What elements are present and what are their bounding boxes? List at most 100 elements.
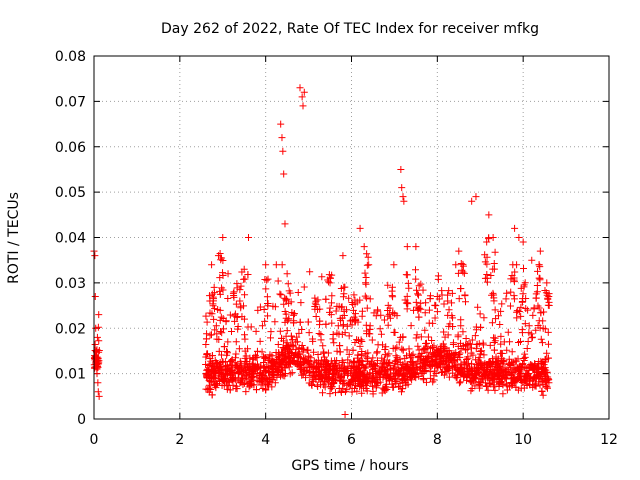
data-point-marker: [380, 316, 388, 324]
data-point-marker: [486, 341, 494, 349]
data-point-marker: [386, 358, 394, 366]
data-point-marker: [371, 365, 379, 373]
data-point-marker: [369, 382, 377, 390]
x-tick-label: 10: [514, 432, 532, 448]
data-point-marker: [216, 366, 224, 374]
data-point-marker: [535, 274, 543, 282]
y-tick-label: 0.06: [55, 140, 86, 156]
data-point-marker: [399, 346, 407, 354]
data-point-marker: [516, 376, 524, 384]
data-point-marker: [274, 277, 282, 285]
data-point-marker: [398, 345, 406, 353]
data-point-marker: [441, 344, 449, 352]
data-point-marker: [321, 377, 329, 385]
data-point-marker: [544, 384, 552, 392]
data-point-marker: [475, 354, 483, 362]
x-tick-label: 6: [347, 432, 356, 448]
data-point-marker: [283, 270, 291, 278]
data-point-marker: [374, 341, 382, 349]
data-point-marker: [309, 335, 317, 343]
data-point-marker: [414, 305, 422, 313]
data-point-marker: [315, 360, 323, 368]
data-point-marker: [425, 319, 433, 327]
data-point-marker: [465, 340, 473, 348]
data-point-marker: [337, 374, 345, 382]
data-point-marker: [272, 261, 280, 269]
data-point-marker: [419, 286, 427, 294]
data-point-marker: [348, 388, 356, 396]
data-point-marker: [255, 378, 263, 386]
data-point-marker: [232, 300, 240, 308]
data-point-marker: [483, 383, 491, 391]
data-point-marker: [270, 360, 278, 368]
data-point-marker: [247, 374, 255, 382]
x-axis-title: GPS time / hours: [291, 458, 408, 474]
data-point-marker: [356, 342, 364, 350]
data-point-marker: [421, 346, 429, 354]
data-point-marker: [366, 325, 374, 333]
data-point-marker: [240, 265, 248, 273]
data-point-marker: [326, 390, 334, 398]
data-point-marker: [457, 316, 465, 324]
data-point-marker: [433, 292, 441, 300]
data-point-marker: [322, 295, 330, 303]
data-point-marker: [337, 372, 345, 380]
y-tick-label: 0.08: [55, 49, 86, 65]
data-point-marker: [461, 298, 469, 306]
data-point-marker: [532, 294, 540, 302]
data-point-marker: [258, 371, 266, 379]
data-point-marker: [499, 366, 507, 374]
data-point-marker: [498, 357, 506, 365]
data-point-marker: [341, 371, 349, 379]
data-point-marker: [347, 377, 355, 385]
data-point-marker: [236, 286, 244, 294]
data-point-marker: [464, 355, 472, 363]
data-point-marker: [403, 243, 411, 251]
data-point-marker: [284, 353, 292, 361]
data-point-marker: [345, 350, 353, 358]
data-point-marker: [373, 306, 381, 314]
data-point-marker: [426, 295, 434, 303]
data-point-marker: [384, 281, 392, 289]
data-point-marker: [260, 305, 268, 313]
data-point-marker: [326, 308, 334, 316]
data-point-marker: [421, 309, 429, 317]
data-point-marker: [349, 346, 357, 354]
data-point-marker: [513, 314, 521, 322]
data-point-marker: [467, 366, 475, 374]
data-point-marker: [422, 299, 430, 307]
data-point-marker: [299, 345, 307, 353]
data-point-marker: [373, 349, 381, 357]
data-point-marker: [393, 343, 401, 351]
data-point-marker: [326, 279, 334, 287]
data-point-marker: [279, 147, 287, 155]
data-point-marker: [493, 357, 501, 365]
data-point-marker: [240, 302, 248, 310]
data-point-marker: [91, 252, 99, 260]
data-point-marker: [412, 266, 420, 274]
data-point-marker: [211, 368, 219, 376]
data-point-marker: [271, 359, 279, 367]
data-point-marker: [498, 375, 506, 383]
data-point-marker: [357, 356, 365, 364]
data-point-marker: [347, 367, 355, 375]
data-point-marker: [448, 312, 456, 320]
data-point-marker: [296, 318, 304, 326]
data-point-marker: [286, 289, 294, 297]
data-point-marker: [484, 386, 492, 394]
data-point-marker: [450, 357, 458, 365]
data-point-marker: [369, 373, 377, 381]
data-point-marker: [545, 379, 553, 387]
data-point-marker: [378, 363, 386, 371]
data-point-marker: [395, 366, 403, 374]
data-point-marker: [93, 355, 101, 363]
data-point-marker: [535, 261, 543, 269]
data-point-marker: [456, 349, 464, 357]
data-point-marker: [462, 361, 470, 369]
data-point-marker: [471, 371, 479, 379]
data-point-marker: [282, 361, 290, 369]
data-point-marker: [332, 307, 340, 315]
y-tick-label: 0.04: [55, 231, 86, 247]
data-point-marker: [343, 386, 351, 394]
data-point-marker: [467, 349, 475, 357]
